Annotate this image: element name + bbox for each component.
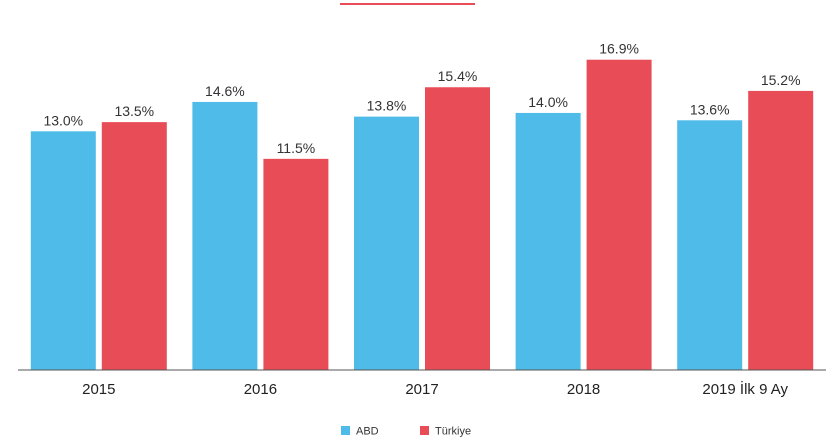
x-tick-label-1: 2016 (244, 381, 277, 398)
data-label-abd-0: 13.0% (43, 112, 83, 128)
data-label-t-rkiye-4: 15.2% (761, 72, 801, 88)
data-label-t-rkiye-1: 11.5% (277, 140, 316, 156)
bar-t-rkiye-2 (425, 87, 490, 370)
bar-abd-4 (677, 120, 743, 371)
data-label-abd-2: 13.8% (367, 98, 407, 114)
legend: ABD Türkiye (341, 426, 471, 438)
data-label-abd-4: 13.6% (690, 101, 730, 117)
x-tick-labels-layer: 2015 2016 2017 2018 2019 İlk 9 Ay (82, 380, 788, 398)
data-label-t-rkiye-3: 16.9% (599, 41, 639, 57)
bar-t-rkiye-3 (586, 59, 652, 370)
bar-abd-1 (192, 101, 258, 371)
bar-abd-0 (30, 131, 96, 370)
bars-layer (30, 59, 814, 371)
x-tick-label-0: 2015 (82, 381, 115, 398)
legend-label-abd: ABD (356, 426, 379, 438)
x-tick-label-2: 2017 (405, 381, 438, 398)
bar-abd-2 (354, 116, 419, 370)
bar-t-rkiye-1 (263, 158, 329, 370)
bar-abd-3 (515, 112, 581, 371)
bar-t-rkiye-0 (101, 122, 167, 370)
data-label-t-rkiye-0: 13.5% (114, 103, 154, 119)
legend-swatch-abd (341, 426, 350, 435)
x-tick-label-4: 2019 İlk 9 Ay (702, 380, 788, 398)
x-tick-label-3: 2018 (567, 381, 600, 398)
data-labels-layer: 13.0% 13.5% 14.6% 11.5% 13.8% 15.4% 14.0% 16.9%… (43, 41, 800, 156)
bar-t-rkiye-4 (748, 90, 814, 370)
data-label-t-rkiye-2: 15.4% (438, 68, 478, 84)
data-label-abd-1: 14.6% (205, 83, 245, 99)
legend-label-t-rkiye: Türkiye (435, 426, 471, 438)
legend-swatch-t-rkiye (420, 426, 429, 435)
data-label-abd-3: 14.0% (528, 94, 568, 110)
